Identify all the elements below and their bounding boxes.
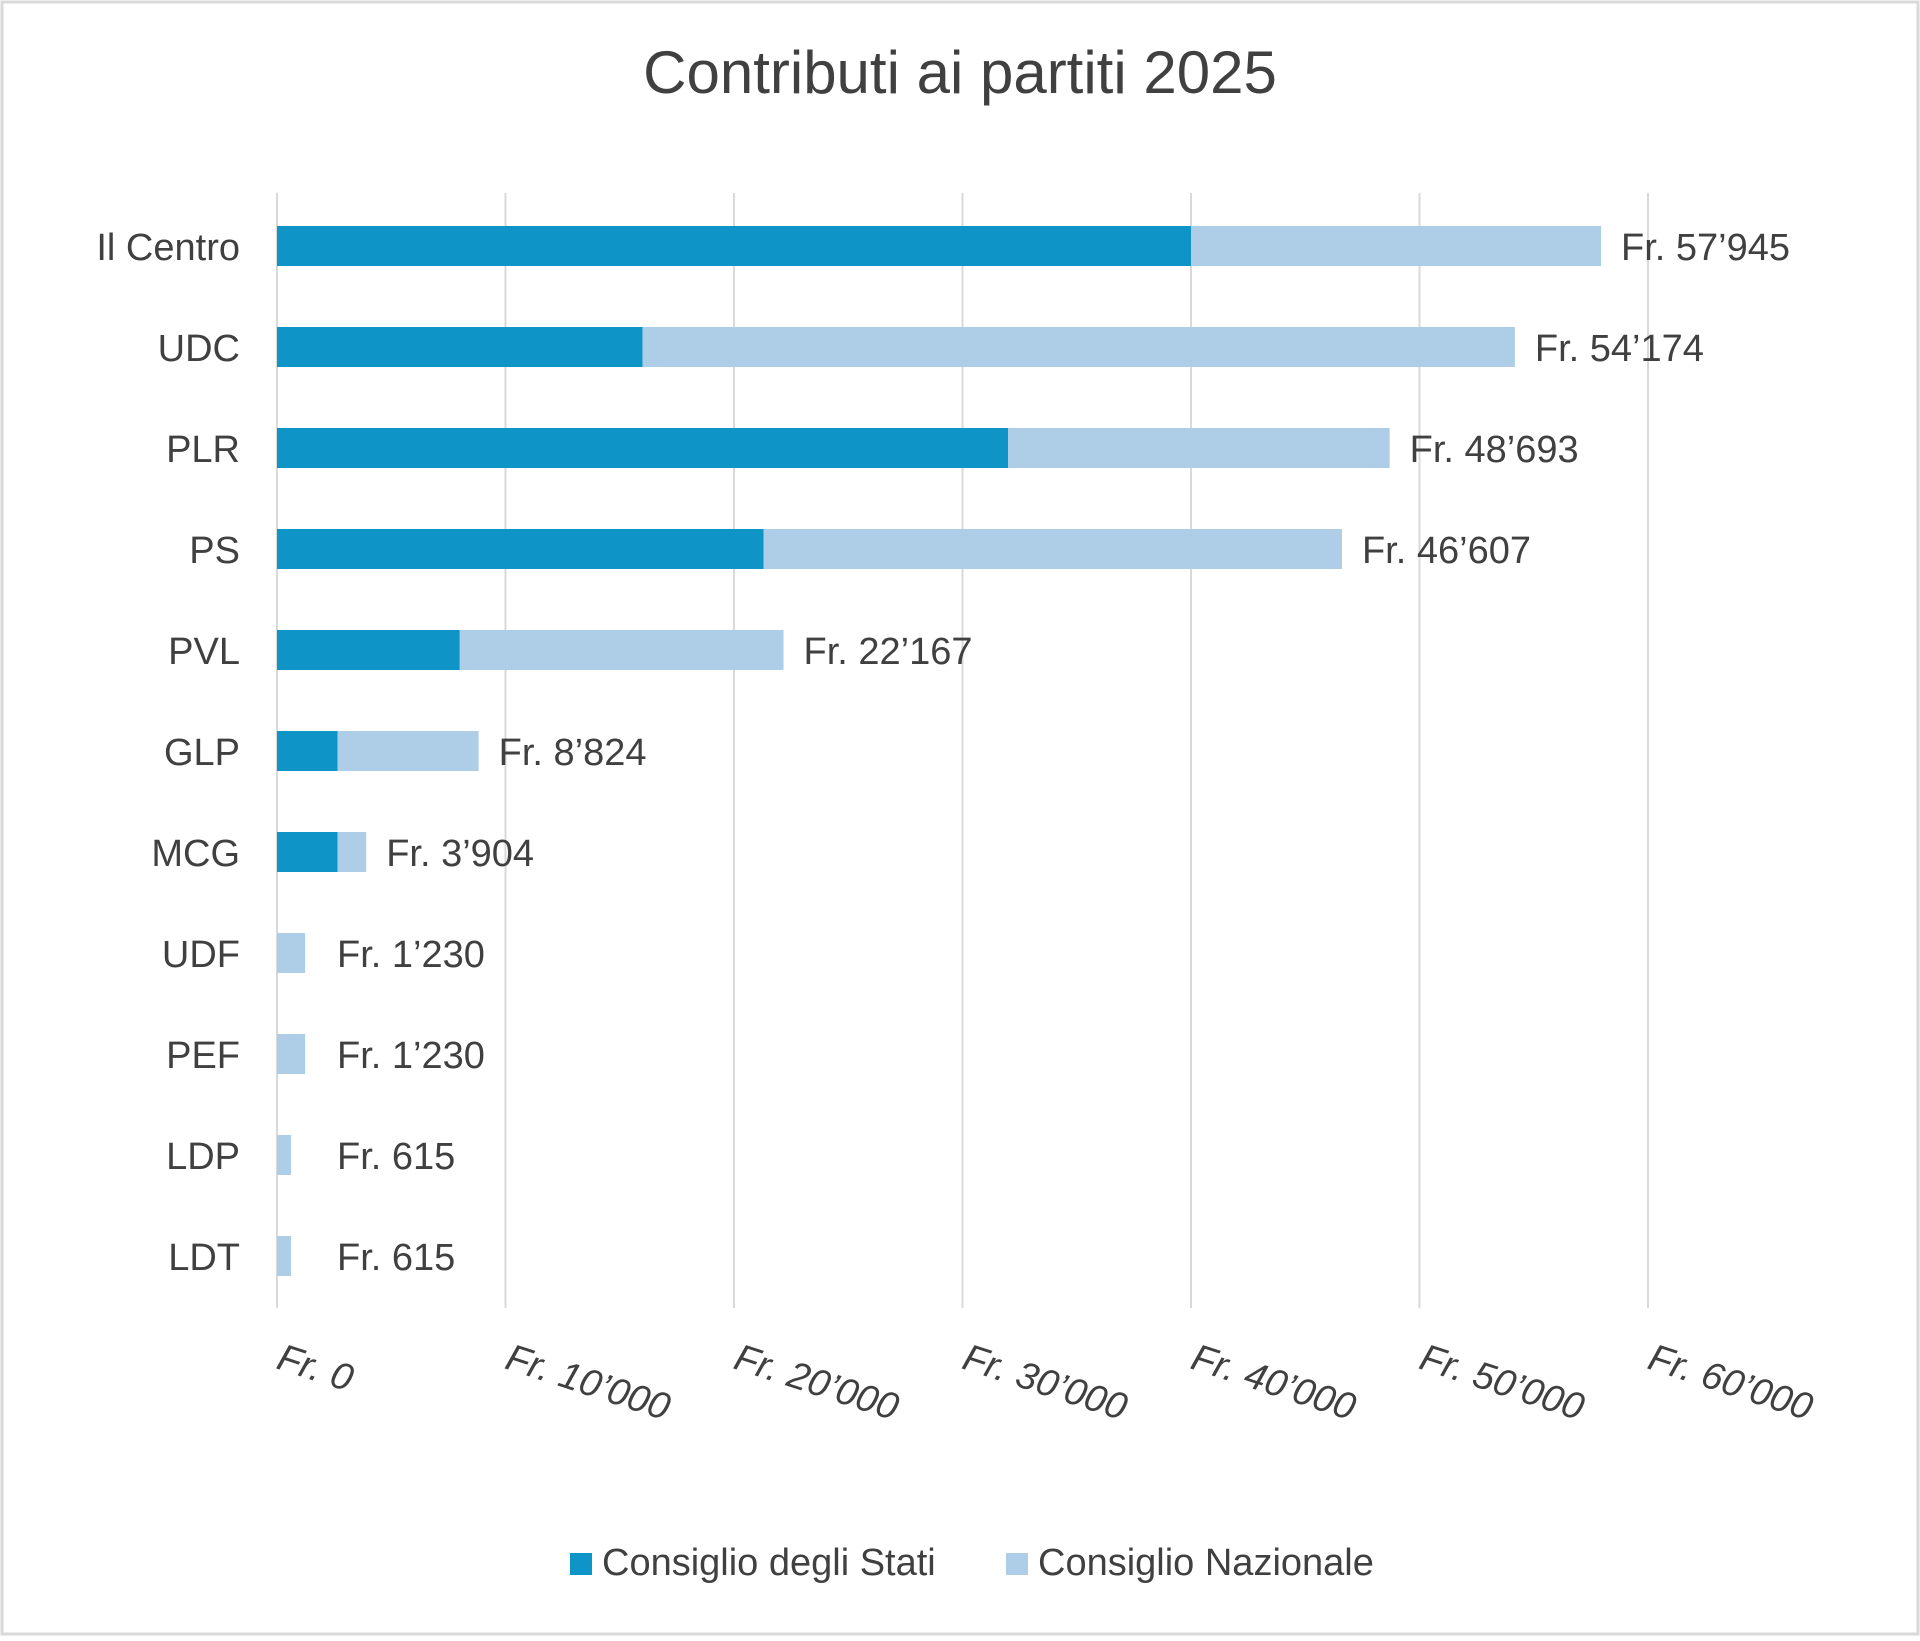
- bar-stati-0: [277, 226, 1191, 266]
- category-label-3: PS: [189, 530, 240, 572]
- data-label-6: Fr. 3’904: [386, 833, 534, 875]
- legend-swatch-1: [1006, 1553, 1028, 1575]
- category-label-7: UDF: [162, 934, 240, 976]
- category-label-0: Il Centro: [96, 227, 240, 269]
- data-label-5: Fr. 8’824: [499, 732, 647, 774]
- data-label-0: Fr. 57’945: [1621, 227, 1790, 269]
- bar-nazionale-3: [763, 529, 1342, 569]
- bar-nazionale-6: [337, 832, 367, 872]
- category-label-9: LDP: [166, 1136, 240, 1178]
- data-label-10: Fr. 615: [337, 1237, 455, 1279]
- bar-stati-6: [277, 832, 338, 872]
- bar-nazionale-5: [337, 731, 479, 771]
- bar-nazionale-4: [459, 630, 784, 670]
- bar-nazionale-8: [277, 1034, 306, 1074]
- bar-nazionale-2: [1008, 428, 1390, 468]
- gridlines: [276, 193, 1649, 1308]
- bar-stati-1: [277, 327, 643, 367]
- data-label-3: Fr. 46’607: [1362, 530, 1531, 572]
- bar-stati-2: [277, 428, 1009, 468]
- data-label-8: Fr. 1’230: [337, 1035, 485, 1077]
- legend: Consiglio degli Stati Consiglio Nazionale: [570, 1542, 1374, 1584]
- category-label-2: PLR: [166, 429, 240, 471]
- bar-stati-5: [277, 731, 338, 771]
- bars: [277, 226, 1602, 1276]
- legend-label-0: Consiglio degli Stati: [602, 1542, 936, 1584]
- bar-nazionale-7: [277, 933, 306, 973]
- legend-label-1: Consiglio Nazionale: [1038, 1542, 1374, 1584]
- bar-stati-4: [277, 630, 460, 670]
- data-label-7: Fr. 1’230: [337, 934, 485, 976]
- category-label-4: PVL: [168, 631, 240, 673]
- category-label-8: PEF: [166, 1035, 240, 1077]
- chart-title: Contributi ai partiti 2025: [643, 39, 1277, 106]
- legend-swatch-0: [570, 1553, 592, 1575]
- bar-nazionale-10: [277, 1236, 292, 1276]
- data-label-1: Fr. 54’174: [1535, 328, 1704, 370]
- bar-nazionale-9: [277, 1135, 292, 1175]
- category-label-10: LDT: [168, 1237, 240, 1279]
- bar-stati-3: [277, 529, 764, 569]
- category-label-6: MCG: [151, 833, 240, 875]
- data-label-4: Fr. 22’167: [804, 631, 973, 673]
- bar-nazionale-0: [1191, 226, 1602, 266]
- bar-nazionale-1: [642, 327, 1515, 367]
- data-labels: Fr. 57’945 Fr. 54’174 Fr. 48’693 Fr. 46’607…: [337, 227, 1790, 1279]
- category-label-5: GLP: [164, 732, 240, 774]
- data-label-9: Fr. 615: [337, 1136, 455, 1178]
- category-labels: Il Centro UDC PLR PS PVL GLP MCG UDF PEF LDP LDT: [96, 227, 240, 1279]
- data-label-2: Fr. 48’693: [1410, 429, 1579, 471]
- category-label-1: UDC: [158, 328, 240, 370]
